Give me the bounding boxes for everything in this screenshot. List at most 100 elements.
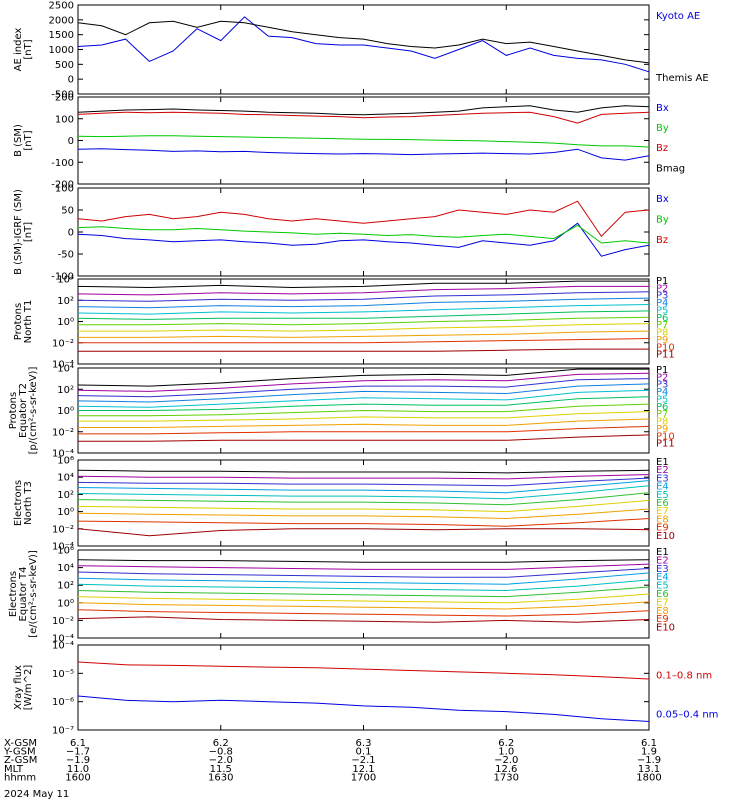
series-line-e7	[77, 593, 650, 604]
legend-entry: P4	[656, 387, 668, 398]
legend-entry: P8	[656, 417, 668, 428]
orbit-value: −1.9	[637, 755, 661, 766]
orbit-value: 1.9	[641, 747, 657, 758]
panel-ee: 10⁶ 10⁴ 10² 10⁰ 10⁻² 10⁻⁴ Electrons Equator T4[…	[8, 546, 675, 645]
y-tick-label: -200	[51, 180, 74, 191]
y-tick-label: 10²	[57, 581, 74, 592]
y-tick-label: 1000	[49, 45, 74, 56]
series-line-themis-ae	[77, 20, 650, 64]
y-tick-label: 10⁻⁴	[52, 634, 74, 645]
series-line-0-1-0-8-nm	[77, 661, 650, 680]
legend-entry: E9	[656, 523, 669, 534]
legend-entry: E3	[656, 564, 669, 575]
y-tick-label: -100	[51, 272, 74, 283]
series-line-e8	[77, 508, 650, 520]
legend-entry: By	[656, 214, 669, 225]
series-line-p9	[78, 330, 650, 338]
legend-entry: P6	[656, 402, 668, 413]
series-line-0-05-0-4-nm	[77, 695, 650, 722]
orbit-value: 13.1	[638, 764, 660, 775]
panel-pe: 10⁴ 10² 10⁰ 10⁻² 10⁻⁴ Protons Equator T2 [p/(cm…	[8, 364, 675, 460]
y-tick-label: 10⁴	[57, 275, 74, 286]
legend-entry: P2	[656, 283, 668, 294]
y-tick-label: 10⁴	[57, 364, 74, 375]
series-line-p7	[78, 316, 650, 326]
series-line-p8	[78, 411, 650, 422]
orbit-value: 6.1	[641, 738, 657, 749]
legend-entry: 0.1–0.8 nm	[656, 671, 712, 682]
series-line-bz	[77, 111, 650, 124]
orbit-value: 6.2	[498, 738, 514, 749]
panel-frame	[77, 459, 650, 547]
panel-bigrf: 100 50 0 -50 -100 B (SM)-IGRF (SM) [nT] Bx By Bz	[13, 184, 669, 283]
legend-entry: P10	[656, 342, 675, 353]
series-line-kyoto-ae	[77, 16, 650, 73]
y-axis-title: Protons	[13, 303, 24, 340]
legend-entry: By	[656, 123, 669, 134]
series-line-e7	[77, 499, 650, 513]
legend-entry: Themis AE	[655, 73, 709, 84]
orbit-row-label: MLT	[4, 764, 24, 775]
y-tick-label: 10⁻²	[52, 524, 74, 535]
y-tick-label: 10²	[57, 385, 74, 396]
legend-entry: E10	[656, 531, 675, 542]
legend-entry: E4	[656, 572, 669, 583]
series-line-e1	[77, 469, 650, 474]
series-line-p1	[77, 368, 649, 387]
y-tick-label: 10⁻⁶	[52, 697, 74, 708]
y-tick-label: 500	[55, 60, 74, 71]
legend-entry: Bz	[656, 235, 668, 246]
orbit-value: 11.5	[210, 764, 232, 775]
legend-entry: P9	[656, 335, 668, 346]
orbit-value: 6.2	[213, 738, 229, 749]
series-line-e10	[77, 616, 650, 623]
legend-entry: E9	[656, 614, 669, 625]
legend-entry: P7	[656, 320, 668, 331]
y-tick-label: 10²	[57, 490, 74, 501]
legend-entry: P5	[656, 394, 668, 405]
y-tick-label: 10⁶	[57, 456, 74, 467]
y-tick-label: 0	[68, 228, 74, 239]
y-tick-label: 10⁰	[57, 317, 74, 328]
series-line-e1	[77, 559, 650, 563]
y-axis-title: [W/m^2]	[23, 665, 34, 711]
legend-entry: E2	[656, 555, 669, 566]
series-line-p6	[77, 310, 650, 320]
y-tick-label: 2000	[49, 15, 74, 26]
legend-entry: E6	[656, 589, 669, 600]
orbit-value: 12.1	[352, 764, 374, 775]
series-line-e2	[77, 563, 650, 570]
series-line-e9	[77, 609, 650, 617]
y-tick-label: 10⁻⁷	[52, 726, 74, 737]
legend-entry: Kyoto AE	[656, 11, 700, 22]
y-tick-label: 10⁻⁴	[52, 641, 74, 652]
orbit-value: 6.1	[70, 738, 86, 749]
series-line-bmag	[77, 105, 650, 116]
orbit-value: 1800	[636, 772, 661, 783]
y-axis-title: North T3	[23, 481, 34, 525]
legend-entry: P7	[656, 409, 668, 420]
series-line-e5	[77, 485, 650, 500]
y-axis-title: [nT]	[23, 39, 34, 59]
y-axis-title: Equator T4	[18, 567, 29, 622]
legend-entry: E8	[656, 606, 669, 617]
y-tick-label: 10⁴	[57, 473, 74, 484]
series-line-bz	[77, 200, 650, 238]
orbit-row-label: Z-GSM	[4, 755, 37, 766]
y-tick-label: 10⁻⁵	[52, 669, 74, 680]
orbit-value: −2.0	[209, 755, 233, 766]
y-tick-label: 50	[61, 206, 74, 217]
legend-entry: P3	[656, 380, 668, 391]
orbit-value: 1730	[494, 772, 519, 783]
legend-entry: Bz	[656, 143, 668, 154]
orbit-row-label: Y-GSM	[3, 747, 36, 758]
legend-entry: E4	[656, 482, 669, 493]
y-tick-label: 10⁻⁴	[52, 542, 74, 553]
series-line-p8	[78, 323, 650, 332]
legend-entry: Bx	[656, 103, 669, 114]
series-line-e3	[77, 568, 650, 578]
legend-entry: E6	[656, 498, 669, 509]
y-tick-label: 2500	[49, 1, 74, 12]
y-axis-title: B (SM)	[13, 124, 24, 157]
